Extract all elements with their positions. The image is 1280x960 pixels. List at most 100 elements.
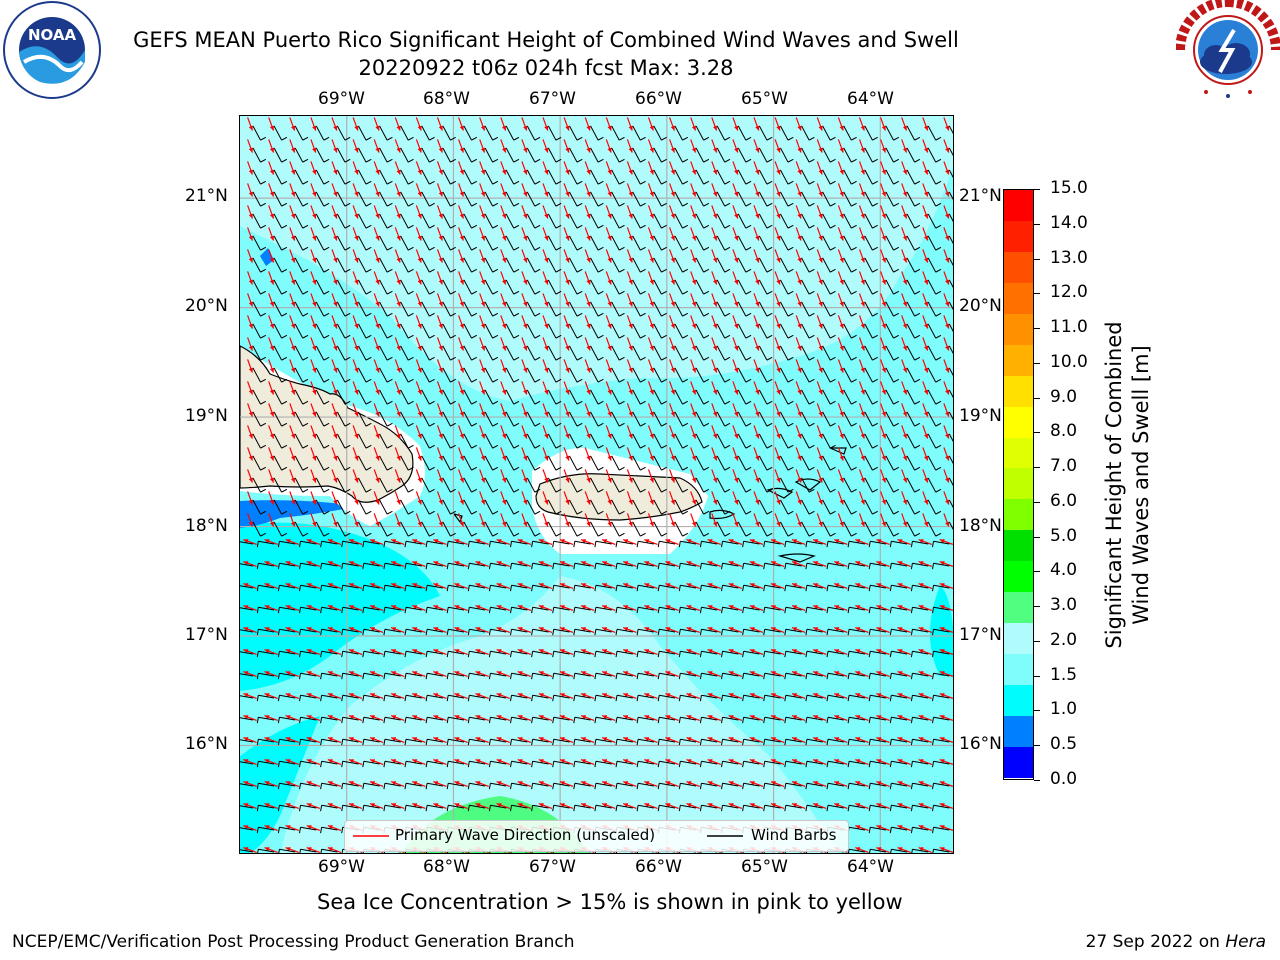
wind-barb-flag — [763, 585, 766, 592]
wave-arrow-head — [417, 213, 422, 219]
wind-barb — [843, 257, 852, 273]
wind-barb-flag — [365, 180, 372, 185]
wind-barb — [885, 257, 894, 273]
wind-barb-flag — [597, 158, 604, 163]
wave-arrow-head — [818, 169, 823, 175]
wind-barb — [294, 411, 304, 427]
wave-arrow-head — [502, 279, 507, 285]
wind-barb — [336, 323, 346, 339]
wind-barb-flag — [597, 290, 604, 295]
wind-barb-flag — [341, 607, 344, 614]
wind-barb — [511, 606, 528, 611]
wind-barb — [806, 562, 823, 567]
wind-barb-flag — [615, 783, 618, 790]
wind-barb — [574, 716, 591, 721]
wave-arrow-head — [839, 499, 844, 505]
wind-barb-flag — [450, 488, 456, 493]
wind-barb — [659, 760, 676, 765]
wave-arrow-head — [876, 693, 882, 698]
wave-arrow-head — [417, 235, 422, 241]
colorbar — [1003, 189, 1034, 780]
wind-barb — [342, 562, 359, 567]
wind-barb-flag — [766, 268, 773, 273]
wind-barb-flag — [362, 651, 365, 658]
wind-barb-flag — [510, 607, 513, 614]
wind-barb-flag — [661, 158, 667, 163]
wave-arrow-head — [559, 605, 565, 610]
wind-barb-flag — [868, 541, 871, 548]
wave-arrow-head — [248, 213, 253, 219]
wind-barb — [300, 628, 317, 633]
wind-barb — [526, 411, 536, 427]
wave-arrow-head — [881, 477, 886, 483]
wind-barb — [722, 672, 739, 677]
wind-barb-flag — [932, 849, 935, 853]
wave-arrow-head — [670, 389, 675, 395]
wave-arrow-head — [707, 737, 713, 742]
wind-barb-flag — [657, 673, 660, 680]
wind-barb-flag — [573, 651, 576, 658]
wind-barb — [822, 169, 831, 185]
wind-barb-flag — [281, 466, 288, 471]
wave-arrow-head — [391, 539, 397, 544]
wind-barb — [632, 367, 641, 383]
wind-barb — [279, 540, 296, 545]
wind-barb-flag — [618, 466, 625, 471]
wave-arrow-head — [269, 257, 274, 263]
wind-barb — [843, 235, 852, 251]
wind-barb-flag — [742, 541, 745, 548]
wind-barb-flag — [935, 510, 942, 515]
wave-arrow-head — [243, 715, 249, 720]
wind-barb-flag — [868, 673, 871, 680]
wind-barb-flag — [826, 783, 829, 790]
wave-arrow-head — [902, 411, 907, 417]
wave-arrow-head — [327, 759, 333, 764]
wind-barb — [743, 760, 760, 765]
wind-barb — [632, 169, 641, 185]
wind-barb — [885, 455, 894, 471]
wind-barb-flag — [657, 717, 660, 724]
wind-barb — [870, 562, 887, 567]
wind-barb — [400, 367, 409, 383]
wind-barb-flag — [488, 783, 491, 790]
wind-barb — [405, 606, 422, 611]
wind-barb-flag — [362, 783, 365, 790]
wind-barb-flag — [847, 651, 850, 658]
wave-arrow-head — [776, 147, 781, 153]
wind-barb — [505, 147, 515, 163]
wind-barb-flag — [699, 717, 702, 724]
wind-barb — [611, 455, 620, 471]
wind-barb-flag — [576, 312, 583, 317]
wind-barb-flag — [510, 717, 513, 724]
wind-barb — [843, 301, 852, 317]
wind-barb — [379, 191, 388, 207]
wave-arrow-head — [433, 583, 439, 588]
wind-barb-flag — [597, 136, 604, 141]
wind-barb-flag — [914, 488, 921, 493]
wind-barb-flag — [851, 224, 857, 229]
wind-barb — [252, 169, 261, 185]
wave-arrow-head — [291, 169, 296, 175]
wind-barb-flag — [450, 444, 456, 449]
wave-arrow-head — [459, 323, 464, 329]
wind-barb — [822, 389, 831, 405]
wave-arrow-head — [433, 605, 439, 610]
wave-arrow-head — [312, 301, 317, 307]
wave-arrow-head — [354, 499, 359, 505]
wind-barb-flag — [407, 510, 414, 515]
wave-arrow-head — [855, 583, 861, 588]
wave-arrow-head — [755, 367, 760, 373]
wave-arrow-head — [517, 737, 523, 742]
wind-barb — [547, 477, 557, 493]
colorbar-tick-label: 4.0 — [1050, 560, 1078, 581]
wave-arrow-head — [312, 213, 317, 219]
wave-arrow-head — [860, 389, 865, 395]
wind-barb-flag — [302, 532, 309, 537]
wave-arrow-head — [354, 323, 359, 329]
wind-barb-flag — [365, 334, 372, 339]
wind-barb-flag — [383, 585, 386, 592]
wind-barb — [363, 782, 380, 787]
wind-barb-flag — [910, 717, 913, 724]
wind-barb — [240, 783, 254, 787]
wind-barb-flag — [935, 202, 942, 207]
